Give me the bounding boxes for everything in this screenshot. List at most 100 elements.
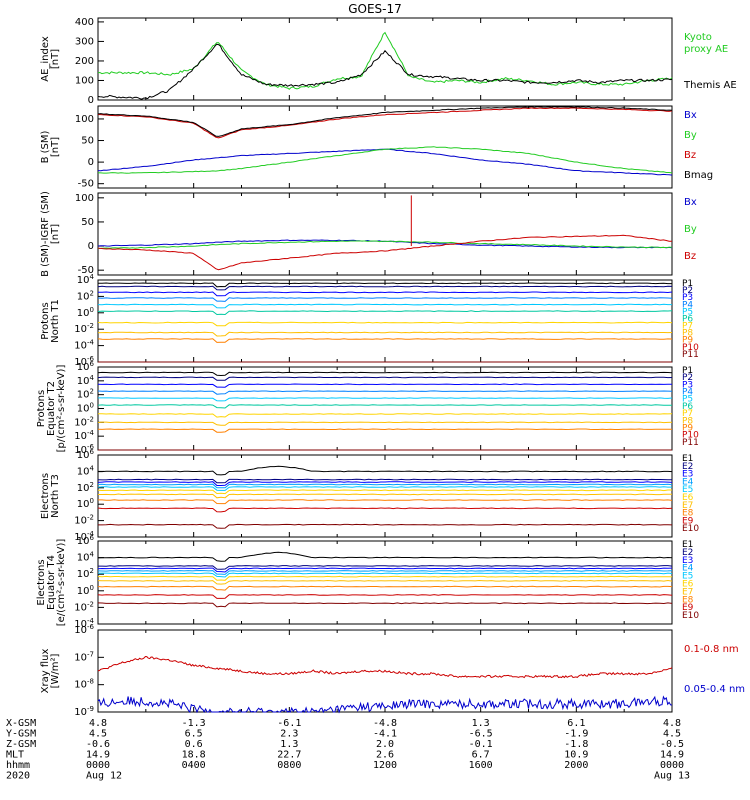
y-axis-label: [W/m²] — [50, 653, 61, 688]
panel-frame-b_sm — [97, 105, 673, 189]
ephem-value: 10.9 — [564, 750, 588, 761]
y-axis-label: Protons — [40, 302, 51, 339]
plot-title: GOES-17 — [348, 2, 402, 16]
y-axis-label: North T1 — [50, 299, 61, 343]
series-bz — [97, 234, 672, 271]
ephem-value: 1600 — [469, 760, 493, 771]
y-tick-label: 0 — [88, 157, 94, 168]
ephem-label-hhmm: hhmm — [6, 760, 30, 771]
ephem-label-x-gsm: X-GSM — [6, 718, 36, 729]
series-by — [97, 146, 673, 174]
y-tick-label: 100 — [77, 584, 94, 597]
ephem-end-date: Aug 13 — [654, 771, 690, 782]
series-e4 — [97, 483, 673, 489]
y-tick-label: 10-9 — [74, 705, 94, 718]
series-e9 — [97, 507, 673, 513]
y-tick-label: 100 — [77, 402, 94, 415]
channel-legend-p1: P1 — [682, 279, 693, 289]
ephem-value: 6.5 — [185, 729, 203, 740]
y-tick-label: 104 — [77, 551, 95, 564]
y-tick-label: 102 — [77, 481, 94, 494]
ephem-value: 4.5 — [663, 729, 681, 740]
series-e2 — [97, 478, 672, 484]
series-p2 — [97, 285, 673, 291]
ephem-value: -6.5 — [469, 729, 493, 740]
y-axis-label: [nT] — [50, 49, 61, 69]
ephem-value: 22.7 — [277, 750, 301, 761]
channel-legend-p10: P10 — [682, 431, 699, 441]
y-axis-label: Xray flux — [40, 649, 51, 694]
channel-legend-p11: P11 — [682, 438, 699, 448]
ephem-value: 4.5 — [89, 729, 107, 740]
y-tick-label: 106 — [77, 448, 95, 461]
series-bmag — [97, 105, 673, 137]
legend-0-1-0-8-nm: 0.1-0.8 nm — [684, 644, 739, 655]
y-tick-label: 100 — [77, 306, 94, 319]
y-tick-label: 106 — [77, 534, 95, 547]
channel-legend-p9: P9 — [682, 336, 693, 346]
channel-legend-p5: P5 — [682, 307, 693, 317]
y-tick-label: 10-8 — [74, 678, 94, 691]
legend-bx: Bx — [684, 110, 697, 121]
channel-legend-e6: E6 — [682, 580, 694, 590]
channel-legend-p7: P7 — [682, 322, 693, 332]
y-tick-label: 0 — [88, 241, 94, 252]
y-tick-label: 10-7 — [74, 650, 94, 663]
channel-legend-p2: P2 — [682, 373, 693, 383]
y-tick-label: 10-6 — [74, 443, 94, 456]
y-tick-label: 102 — [77, 567, 94, 580]
channel-legend-p4: P4 — [682, 388, 693, 398]
ephem-value: -1.9 — [564, 729, 588, 740]
series-p7 — [97, 321, 673, 327]
ephem-value: -1.3 — [182, 718, 206, 729]
y-tick-label: 50 — [81, 217, 94, 228]
y-tick-label: 50 — [81, 136, 94, 147]
y-axis-label: B (SM) — [40, 130, 51, 163]
y-tick-label: 10-4 — [74, 617, 94, 630]
y-tick-label: 104 — [77, 464, 95, 477]
channel-legend-e3: E3 — [682, 470, 693, 480]
series-p2 — [97, 376, 673, 381]
y-tick-label: 100 — [77, 497, 94, 510]
series-e8 — [98, 499, 673, 505]
y-tick-label: 300 — [75, 36, 94, 47]
y-axis-label: Equator T2 — [46, 381, 57, 436]
series-e3 — [97, 567, 673, 573]
channel-legend-p2: P2 — [682, 286, 693, 296]
ephem-value: 0400 — [182, 760, 206, 771]
y-tick-label: 102 — [77, 388, 94, 401]
channel-legend-e8: E8 — [682, 595, 694, 605]
ephem-value: -0.6 — [86, 739, 110, 750]
series-p8 — [97, 421, 673, 426]
channel-legend-p11: P11 — [682, 350, 699, 360]
ephem-value: 14.9 — [660, 750, 684, 761]
channel-legend-e5: E5 — [682, 485, 693, 495]
y-tick-label: -50 — [78, 179, 94, 190]
y-axis-label: [p/(cm²-s-sr-keV)] — [56, 365, 67, 453]
channel-legend-e7: E7 — [682, 587, 693, 597]
channel-legend-p5: P5 — [682, 395, 693, 405]
panel-frame-ae_index — [97, 17, 673, 101]
y-axis-label: Electrons — [40, 473, 51, 519]
y-axis-label: B (SM)-IGRF (SM) — [40, 191, 51, 277]
ephem-value: -4.1 — [373, 729, 397, 740]
ephem-label-z-gsm: Z-GSM — [6, 739, 36, 750]
channel-legend-p7: P7 — [682, 409, 693, 419]
series-e9 — [97, 594, 673, 599]
channel-legend-p6: P6 — [682, 314, 693, 324]
channel-legend-e8: E8 — [682, 509, 694, 519]
channel-legend-e5: E5 — [682, 572, 693, 582]
channel-legend-p6: P6 — [682, 402, 693, 412]
series-e1 — [97, 551, 673, 562]
ephem-value: -4.8 — [373, 718, 397, 729]
y-tick-label: 10-2 — [74, 600, 94, 613]
ephem-value: 0000 — [660, 760, 684, 771]
series-e5 — [97, 572, 673, 578]
series-p6 — [97, 404, 673, 409]
y-axis-label: Protons — [36, 390, 47, 427]
series-e10 — [97, 602, 673, 608]
ephem-value: 0800 — [277, 760, 301, 771]
channel-legend-p8: P8 — [682, 416, 693, 426]
series-p5 — [97, 303, 672, 309]
panel-frame-electrons_equator_t4 — [97, 540, 673, 625]
